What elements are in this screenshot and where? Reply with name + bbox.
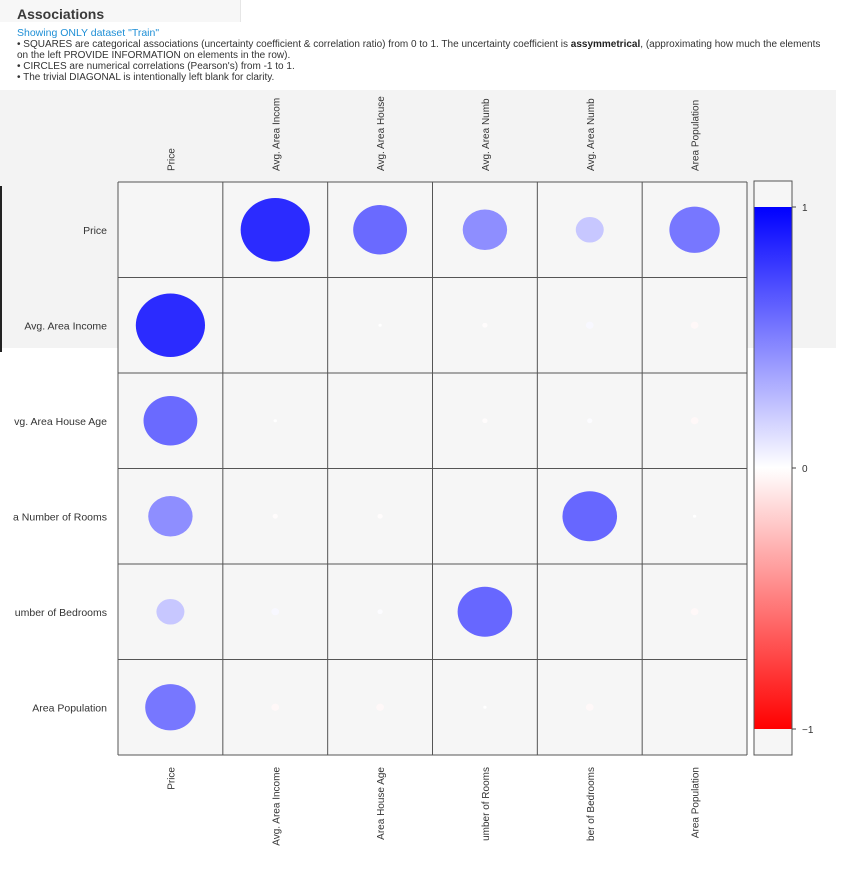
row-axis-label: Avg. Area Income (24, 320, 107, 332)
correlation-circle (690, 321, 699, 329)
colorbar-gradient (754, 207, 792, 729)
correlation-circle (240, 198, 310, 262)
heatmap-cells (117, 181, 748, 756)
bottom-axis-label: Area Population (691, 767, 702, 838)
correlation-circle (462, 209, 508, 251)
correlation-circle (575, 216, 604, 243)
correlation-circle (135, 293, 206, 357)
panel-edge-bar (0, 186, 2, 352)
correlation-circle (669, 206, 720, 253)
colorbar: 1 0 −1 (753, 180, 814, 756)
correlation-circle (272, 513, 278, 519)
correlation-circle (585, 321, 594, 329)
top-axis-label: Avg. Area House (376, 96, 387, 171)
correlation-circle (690, 417, 699, 425)
correlation-circle (585, 703, 594, 711)
correlation-circle (562, 491, 618, 542)
correlation-circle (457, 586, 513, 637)
desc-squares-rest: , (approximating how much the elements o… (17, 39, 821, 61)
colorbar-tick-label: 1 (802, 203, 808, 214)
desc-squares-text: • SQUARES are categorical associations (… (17, 39, 571, 50)
correlation-circle (156, 598, 185, 625)
correlation-circle (271, 703, 280, 711)
section-tab (0, 0, 241, 22)
correlation-circle (377, 609, 383, 615)
description-line-squares: • SQUARES are categorical associations (… (17, 39, 827, 61)
bottom-axis-label: ber of Bedrooms (586, 767, 597, 841)
row-axis-label: a Number of Rooms (13, 511, 107, 523)
correlation-circle (376, 703, 384, 711)
row-axis-label: Area Population (32, 702, 107, 714)
colorbar-tick-label: −1 (802, 725, 814, 736)
description-line-diagonal: • The trivial DIAGONAL is intentionally … (17, 72, 275, 83)
correlation-circle (482, 322, 488, 328)
top-axis-label: Price (166, 148, 177, 171)
bottom-axis-label: umber of Rooms (481, 767, 492, 841)
correlation-circle (378, 323, 382, 327)
correlation-circle (148, 495, 193, 537)
description: • SQUARES are categorical associations (… (17, 39, 827, 83)
heatmap-circles (135, 198, 720, 731)
row-axis-label: umber of Bedrooms (15, 607, 107, 619)
bottom-axis-label: Price (166, 767, 177, 790)
top-axis-label: Avg. Area Incom (271, 98, 282, 171)
top-axis-label: Area Population (691, 100, 702, 171)
correlation-circle (271, 608, 280, 616)
correlation-circle (690, 608, 699, 616)
colorbar-tick-label: 0 (802, 464, 808, 475)
bottom-axis-label: Avg. Area Income (271, 767, 282, 846)
desc-assymmetrical: assymmetrical (570, 39, 641, 50)
bottom-axis-label: Area House Age (376, 767, 387, 840)
correlation-circle (273, 419, 277, 423)
axis-labels: Price Avg. Area Incom Avg. Area House Avg. … (13, 96, 702, 846)
correlation-circle (353, 205, 407, 255)
description-line-circles: • CIRCLES are numerical correlations (Pe… (17, 61, 295, 72)
correlation-circle (483, 705, 487, 709)
page-title: Associations (17, 6, 105, 22)
dataset-subtitle[interactable]: Showing ONLY dataset "Train" (17, 27, 160, 39)
correlation-circle (692, 514, 697, 518)
correlation-circle (143, 396, 198, 446)
correlation-circle (377, 513, 383, 519)
row-axis-label: Price (83, 225, 107, 237)
top-axis-label: Avg. Area Numb (586, 98, 597, 171)
correlation-circle (145, 684, 196, 731)
top-axis-label: Avg. Area Numb (481, 98, 492, 171)
correlation-circle (587, 418, 593, 424)
correlation-circle (482, 418, 488, 424)
row-axis-label: vg. Area House Age (14, 416, 107, 428)
